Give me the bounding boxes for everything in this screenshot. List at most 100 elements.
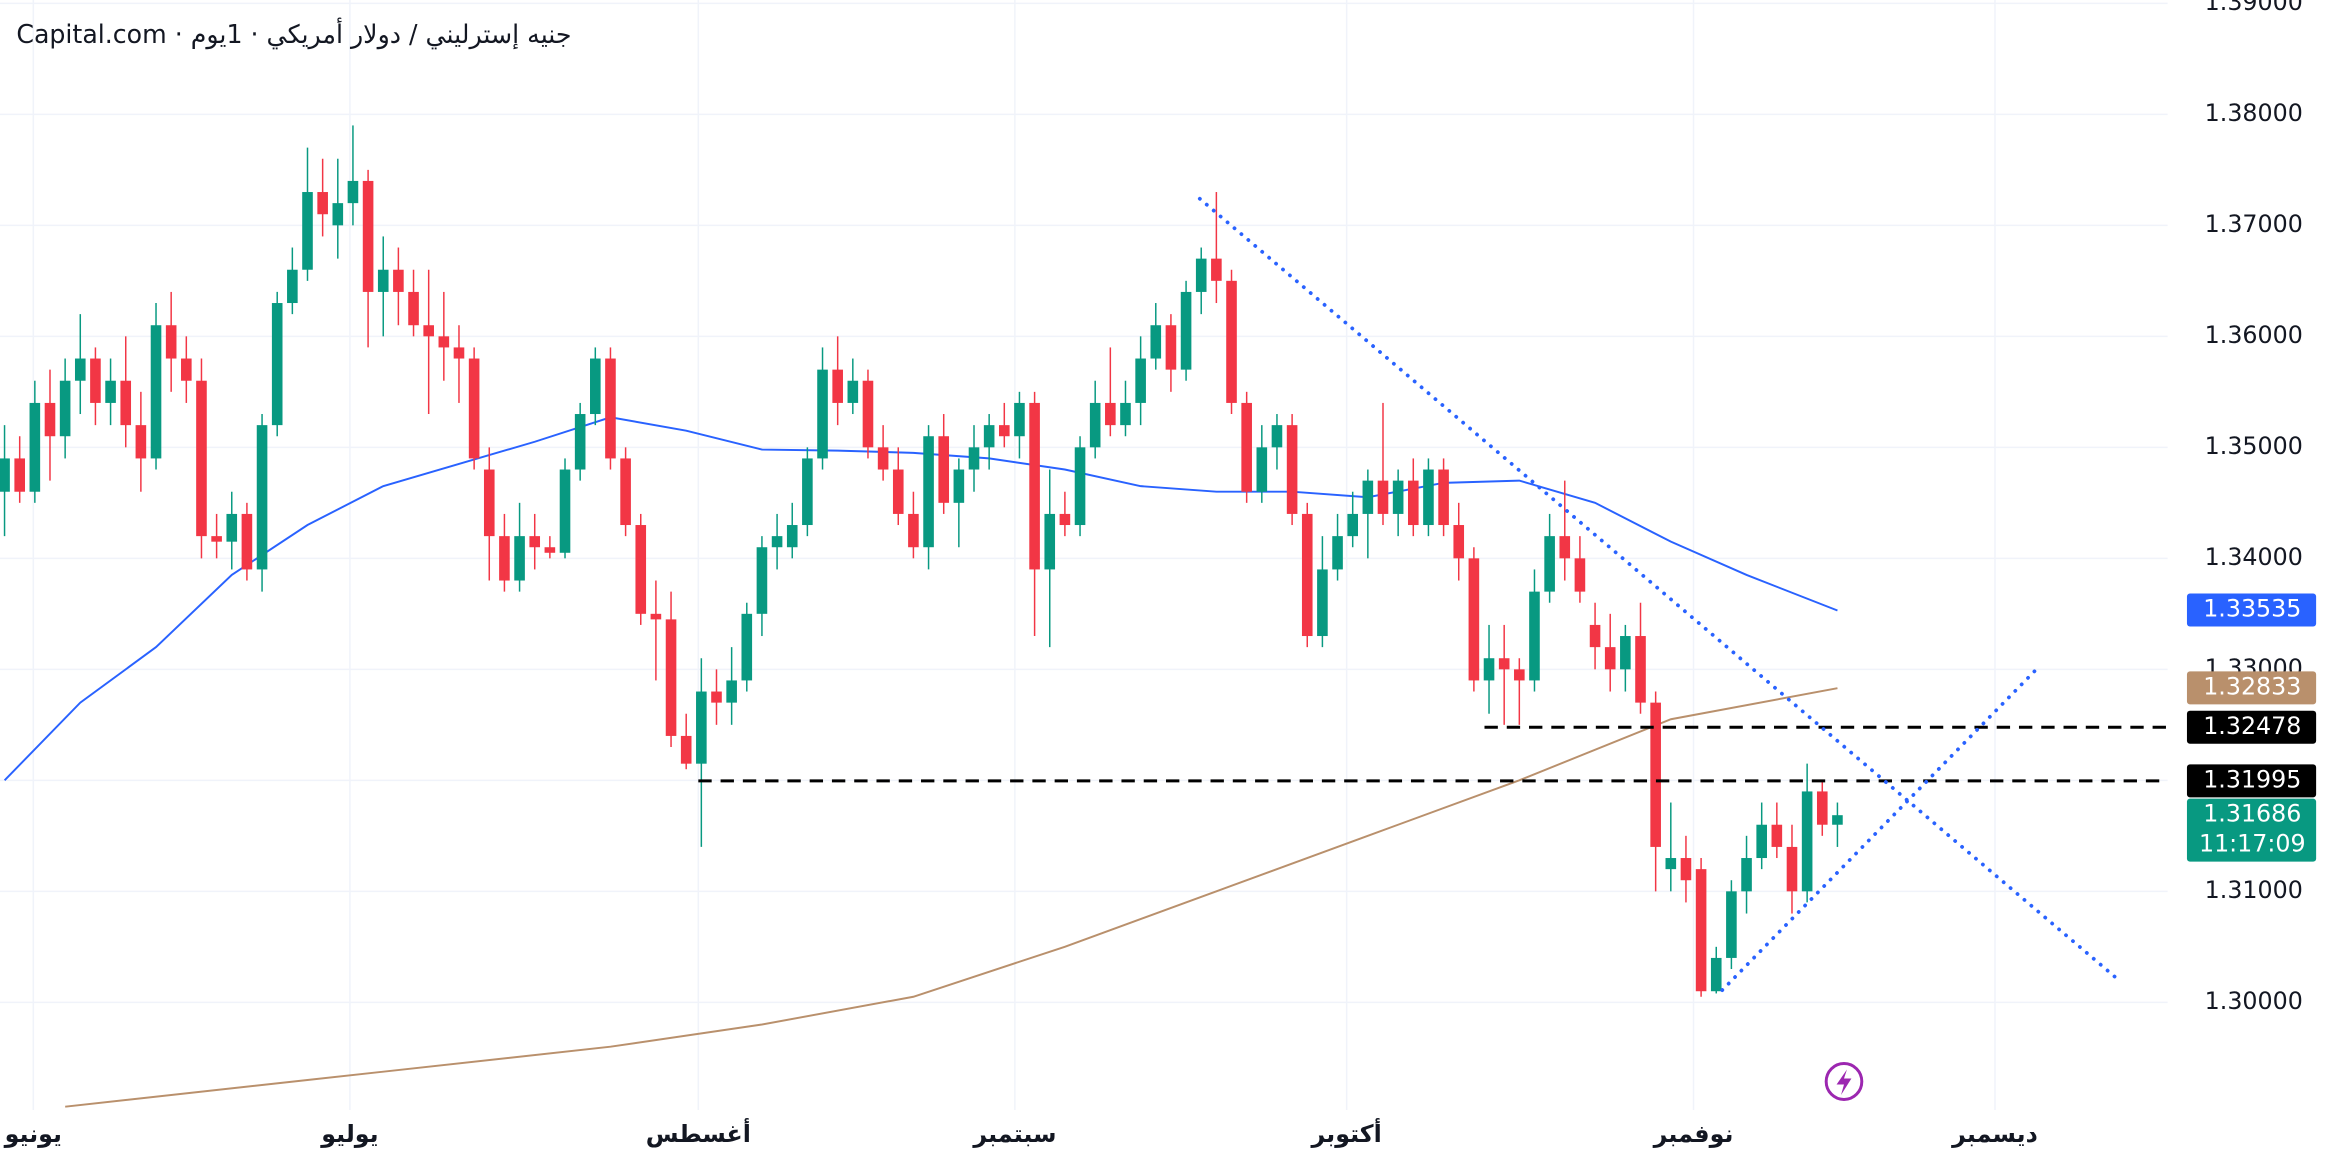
x-tick-label: سبتمبر <box>972 1120 1056 1148</box>
candle-body <box>938 436 950 503</box>
x-tick-label: يونيو <box>4 1120 62 1148</box>
candle-body <box>1468 558 1480 681</box>
candle-body <box>1271 425 1283 448</box>
price-tag <box>2186 798 2317 862</box>
candle-body <box>135 425 147 459</box>
bolt-glyph[interactable] <box>1836 1069 1852 1096</box>
price-tag-label: 1.33535 <box>2203 594 2301 622</box>
price-tag-label: 1.31686 <box>2203 800 2301 828</box>
candle-body <box>514 536 525 581</box>
y-tick-label: 1.39000 <box>2205 0 2303 16</box>
candle-body <box>1650 702 1661 847</box>
candle-body <box>1029 402 1040 570</box>
axis: 1.300001.310001.320001.330001.340001.350… <box>4 0 2317 1148</box>
candle-body <box>59 380 71 437</box>
candle-body <box>1771 824 1783 847</box>
y-tick-label: 1.30000 <box>2205 987 2303 1015</box>
candle-body <box>1695 869 1707 992</box>
candle-body <box>680 735 692 764</box>
candle-body <box>499 536 510 581</box>
candle-body <box>1105 402 1116 426</box>
candle-body <box>1574 558 1586 592</box>
candle-body <box>105 380 116 403</box>
candle-body <box>1120 402 1131 426</box>
candle-body <box>44 402 56 437</box>
price-tag <box>2186 764 2317 798</box>
candle-body <box>1286 425 1298 514</box>
candle-body <box>1529 591 1540 681</box>
candle-body <box>696 691 707 764</box>
candle-body <box>665 619 677 736</box>
candle-body <box>1635 636 1646 703</box>
candle-body <box>1816 791 1828 825</box>
candle-body <box>1483 658 1495 681</box>
price-tag <box>2186 671 2317 705</box>
candle-body <box>802 458 813 526</box>
y-tick-label: 1.35000 <box>2205 432 2303 460</box>
candle-body <box>590 358 601 415</box>
candle-body <box>1226 280 1237 403</box>
candle-body <box>998 425 1010 437</box>
candle-body <box>181 358 192 381</box>
price-tag <box>2186 710 2317 744</box>
candle-body <box>650 613 662 620</box>
candle-body <box>256 425 268 570</box>
candle-body <box>1317 569 1328 637</box>
candle-body <box>1604 647 1616 670</box>
candle-body <box>1620 636 1631 670</box>
x-tick-label: أكتوبر <box>1311 1117 1382 1148</box>
candle-body <box>862 380 874 448</box>
candle-body <box>196 380 207 537</box>
candle-body <box>529 536 541 548</box>
candle-body <box>726 680 737 703</box>
y-tick-label: 1.38000 <box>2205 99 2303 127</box>
candle-body <box>847 380 859 403</box>
candle-body <box>817 369 828 459</box>
moving-average <box>3 416 1838 781</box>
candle-body <box>1514 669 1525 681</box>
candle-body <box>1256 447 1268 492</box>
candle-body <box>1453 525 1465 559</box>
candle-body <box>1301 513 1313 637</box>
candle-body <box>1014 402 1025 437</box>
candle-body <box>1377 480 1389 514</box>
candle-body <box>756 547 768 614</box>
candle-body <box>14 458 25 492</box>
y-tick-label: 1.37000 <box>2205 210 2303 238</box>
candle-body <box>1362 480 1374 514</box>
price-tag-label: 1.32833 <box>2203 672 2301 700</box>
candle-body <box>1074 447 1086 526</box>
candle-body <box>408 291 419 326</box>
candle-body <box>150 325 162 459</box>
y-tick-label: 1.34000 <box>2205 543 2303 571</box>
candle-body <box>1589 624 1601 648</box>
candle-body <box>1241 402 1252 492</box>
candle-body <box>211 536 222 542</box>
candle-body <box>241 513 253 570</box>
candle-body <box>29 402 41 492</box>
chart-title: Capital.com · جنيه إسترليني / دولار أمري… <box>16 17 571 50</box>
x-tick-label: يوليو <box>320 1120 378 1148</box>
candle-body <box>1347 513 1359 537</box>
candle-body <box>1392 480 1404 514</box>
candle-body <box>544 547 556 553</box>
candle-body <box>1438 469 1449 526</box>
candle-body <box>1741 858 1752 892</box>
candle-body <box>0 458 10 492</box>
candle-body <box>1544 536 1555 592</box>
candle-body <box>74 358 86 381</box>
candle-body <box>908 513 919 548</box>
candle-body <box>1332 536 1343 570</box>
price-tag-countdown: 11:17:09 <box>2199 830 2306 858</box>
candle-body <box>968 447 980 470</box>
bolt-icon[interactable] <box>1824 1062 1864 1101</box>
candle-body <box>1195 258 1207 292</box>
candle-body <box>741 613 753 681</box>
candle-body <box>771 536 783 548</box>
y-tick-label: 1.31000 <box>2205 876 2303 904</box>
candle-body <box>1726 891 1737 958</box>
candle-body <box>1423 469 1434 526</box>
candle-body <box>1559 536 1571 559</box>
candle-body <box>362 180 374 292</box>
